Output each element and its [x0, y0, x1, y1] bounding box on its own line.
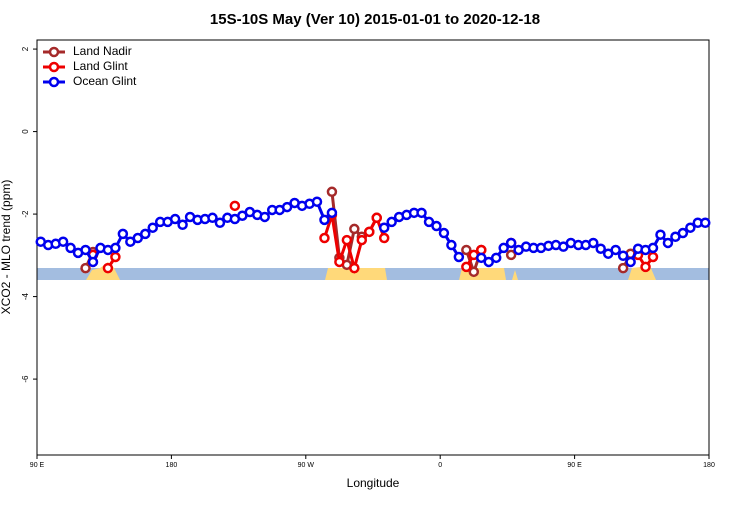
data-point: [588, 237, 599, 249]
data-point: [662, 237, 674, 249]
data-point: [617, 262, 629, 274]
data-point: [446, 239, 457, 251]
data-point: [640, 261, 651, 273]
data-point: [334, 256, 345, 268]
data-point: [647, 251, 659, 263]
data-point: [65, 242, 76, 254]
data-point: [371, 212, 382, 224]
data-point: [386, 216, 397, 228]
data-point: [349, 223, 360, 235]
data-point: [349, 262, 360, 274]
data-point: [453, 251, 465, 263]
land-patch: [512, 270, 518, 280]
data-point: [647, 242, 659, 254]
data-point: [341, 234, 353, 246]
data-point: [147, 222, 158, 233]
data-point: [378, 232, 390, 244]
data-point: [326, 186, 338, 198]
data-point: [468, 266, 480, 278]
data-point: [110, 251, 121, 263]
data-point: [326, 207, 338, 219]
data-point: [169, 213, 181, 225]
data-point: [207, 212, 218, 224]
y-tick-label: 2: [21, 46, 30, 51]
data-point: [110, 242, 121, 254]
data-point: [356, 234, 368, 246]
land-patch: [325, 268, 387, 280]
data-point: [319, 214, 330, 226]
data-point: [80, 262, 91, 274]
legend-marker: [48, 46, 60, 58]
y-tick-label: -4: [21, 292, 30, 300]
y-tick-label: 0: [21, 129, 30, 134]
legend-label: Ocean Glint: [73, 74, 137, 88]
data-point: [80, 244, 91, 256]
data-point: [461, 261, 472, 273]
x-axis-label: Longitude: [347, 476, 400, 490]
data-point: [177, 219, 188, 231]
legend-label: Land Nadir: [73, 44, 132, 58]
chart-title: 15S-10S May (Ver 10) 2015-01-01 to 2020-…: [210, 11, 540, 28]
data-point: [378, 222, 390, 233]
x-tick-label: 90 E: [30, 462, 45, 469]
data-point: [259, 211, 270, 223]
data-point: [438, 227, 450, 239]
y-tick-label: -2: [21, 210, 30, 218]
data-point: [214, 217, 226, 228]
data-point: [700, 217, 711, 228]
data-point: [229, 200, 241, 212]
data-point: [132, 232, 144, 244]
data-point: [423, 216, 435, 228]
x-tick-label: 0: [438, 462, 442, 469]
data-point: [281, 201, 293, 213]
data-point: [461, 244, 472, 256]
legend-label: Land Glint: [73, 59, 128, 73]
data-point: [677, 227, 689, 239]
data-point: [505, 249, 517, 261]
data-point: [617, 250, 629, 262]
data-point: [140, 228, 151, 240]
data-point: [57, 236, 69, 247]
x-tick-label: 90 E: [567, 462, 582, 469]
data-point: [476, 252, 487, 264]
x-tick-label: 180: [703, 462, 715, 469]
data-point: [416, 207, 427, 219]
data-point: [87, 256, 99, 268]
data-point: [610, 244, 621, 256]
data-point: [655, 229, 666, 240]
data-point: [102, 262, 114, 274]
data-point: [490, 252, 502, 264]
data-point: [319, 232, 330, 244]
data-point: [505, 237, 517, 249]
plot-frame: [36, 39, 710, 456]
data-point: [431, 220, 442, 232]
legend-marker: [48, 61, 60, 73]
data-point: [498, 242, 509, 254]
x-tick-label: 180: [166, 462, 178, 469]
x-tick-label: 90 W: [298, 462, 315, 469]
data-point: [483, 256, 494, 268]
y-axis-label: XCO2 - MLO trend (ppm): [0, 180, 13, 315]
data-point: [117, 228, 129, 240]
data-point: [595, 243, 606, 254]
data-point: [685, 222, 696, 233]
legend-marker: [48, 76, 60, 88]
data-point: [364, 226, 375, 238]
data-point: [311, 196, 323, 207]
data-point: [625, 256, 636, 268]
y-tick-label: -6: [21, 375, 30, 383]
